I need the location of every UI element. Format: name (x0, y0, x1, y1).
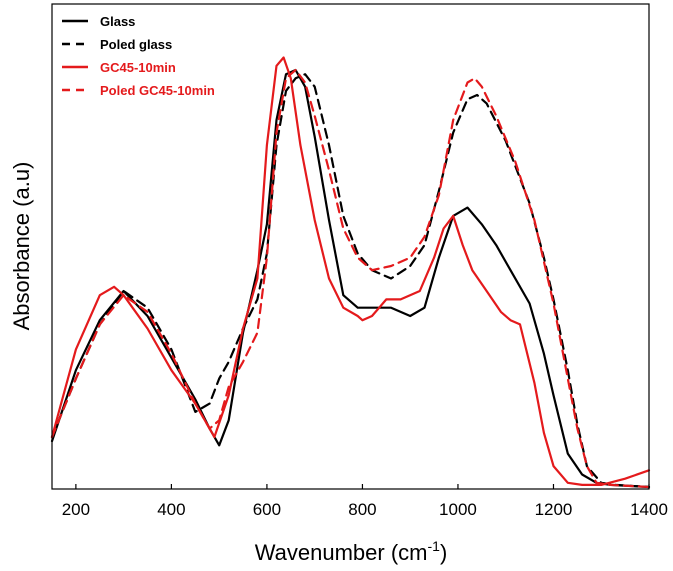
series-line-4 (50, 68, 651, 489)
y-axis-title: Absorbance (a.u) (9, 162, 34, 331)
series-line-1 (50, 68, 651, 489)
x-axis-title-close: ) (440, 540, 447, 565)
x-tick-label: 600 (253, 500, 281, 519)
x-tick-label: 800 (348, 500, 376, 519)
legend-label: Poled GC45-10min (100, 83, 215, 98)
x-axis: 200 400 600 800 1000 1200 1400 (62, 484, 668, 519)
x-tick-label: 1200 (535, 500, 573, 519)
x-tick-label: 1000 (439, 500, 477, 519)
legend-label: Glass (100, 14, 135, 29)
legend-label: Poled glass (100, 37, 172, 52)
plot-frame (51, 3, 650, 490)
x-axis-title: Wavenumber (cm-1) (255, 538, 448, 565)
x-axis-title-main: Wavenumber (cm (255, 540, 428, 565)
series-line-2 (50, 73, 651, 489)
x-tick-label: 200 (62, 500, 90, 519)
legend: Glass Poled glass GC45-10min Poled GC45-10m… (62, 14, 215, 98)
x-tick-label: 400 (157, 500, 185, 519)
series-layer (50, 56, 651, 489)
x-tick-label: 1400 (630, 500, 668, 519)
legend-label: GC45-10min (100, 60, 176, 75)
x-axis-title-superscript: -1 (428, 538, 441, 554)
